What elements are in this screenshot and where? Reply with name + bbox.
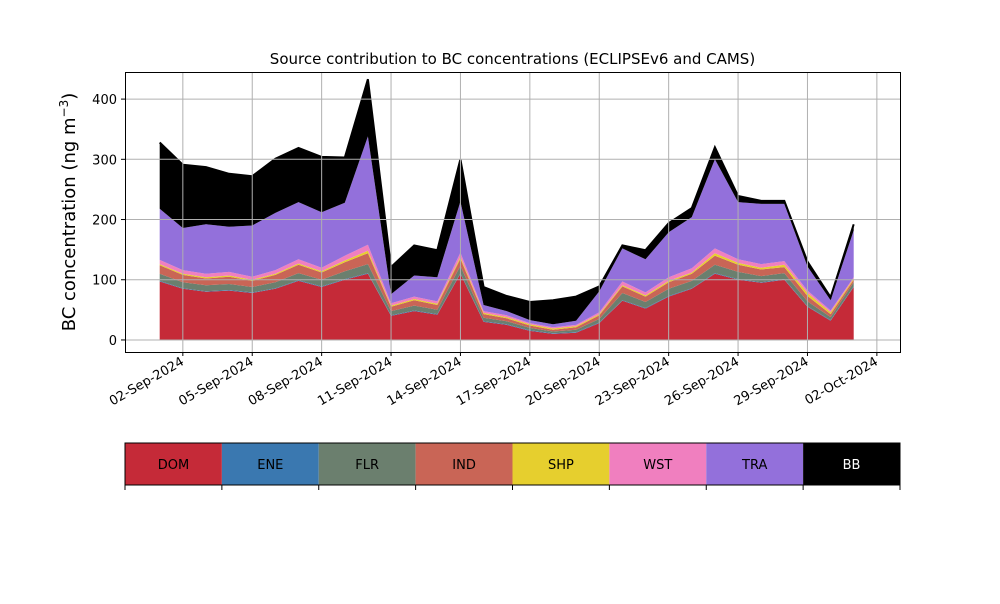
legend-label-flr: FLR [355, 458, 379, 473]
plot-frame [125, 72, 901, 353]
x-tick-label: 11-Sep-2024 [315, 354, 395, 409]
legend-swatch-bb [803, 443, 900, 485]
y-tick-label: 300 [92, 153, 117, 168]
legend-label-wst: WST [643, 458, 672, 473]
y-axis-label-exponent: −3 [57, 100, 71, 118]
legend-swatch-ene [221, 443, 319, 485]
area-series-tra [159, 136, 854, 328]
area-series-wst [159, 244, 854, 329]
x-tick-label: 23-Sep-2024 [593, 354, 673, 409]
legend-label-bb: BB [843, 458, 861, 473]
legend-label-ene: ENE [257, 458, 283, 473]
x-tick-label: 14-Sep-2024 [385, 354, 465, 409]
gridlines [125, 72, 900, 352]
y-axis-label-main: BC concentration (ng m [59, 117, 80, 331]
area-series-ind [159, 253, 854, 332]
y-tick-label: 100 [92, 274, 117, 289]
y-axis-label: BC concentration (ng m−3) [57, 93, 80, 332]
x-tick-label: 20-Sep-2024 [523, 354, 603, 409]
y-tick-label: 400 [92, 93, 117, 108]
legend-swatch-ind [415, 443, 513, 485]
legend-label-shp: SHP [548, 458, 574, 473]
area-series-flr [159, 264, 854, 334]
chart-title: Source contribution to BC concentrations… [270, 50, 755, 68]
legend-colorbar: DOM ENE FLR IND SHP WST TRA BB [124, 442, 901, 490]
legend-label-dom: DOM [158, 458, 189, 473]
x-axis: 02-Sep-202405-Sep-202408-Sep-202411-Sep-… [107, 352, 881, 409]
x-tick-label: 17-Sep-2024 [454, 354, 534, 409]
legend-swatch-shp [512, 443, 610, 485]
area-layers [159, 78, 855, 341]
legend-label-ind: IND [452, 458, 476, 473]
y-tick-label: 200 [92, 214, 117, 229]
y-axis: 0 100 200 300 400 [92, 93, 125, 349]
legend-swatch-flr [318, 443, 416, 485]
y-axis-label-close: ) [59, 93, 80, 100]
x-tick-label: 08-Sep-2024 [246, 354, 326, 409]
x-tick-label: 29-Sep-2024 [732, 354, 812, 409]
x-tick-label: 02-Oct-2024 [802, 354, 880, 408]
legend-label-tra: TRA [741, 458, 767, 473]
area-series-dom [159, 273, 854, 340]
x-tick-label: 26-Sep-2024 [662, 354, 742, 409]
area-series-ene [159, 273, 854, 334]
area-series-bb [159, 79, 854, 325]
x-tick-label: 05-Sep-2024 [176, 354, 256, 409]
y-tick-label: 0 [109, 334, 117, 349]
legend-swatch-dom [125, 443, 222, 485]
legend-swatch-wst [609, 443, 707, 485]
x-tick-label: 02-Sep-2024 [107, 354, 187, 409]
legend-swatch-tra [706, 443, 804, 485]
